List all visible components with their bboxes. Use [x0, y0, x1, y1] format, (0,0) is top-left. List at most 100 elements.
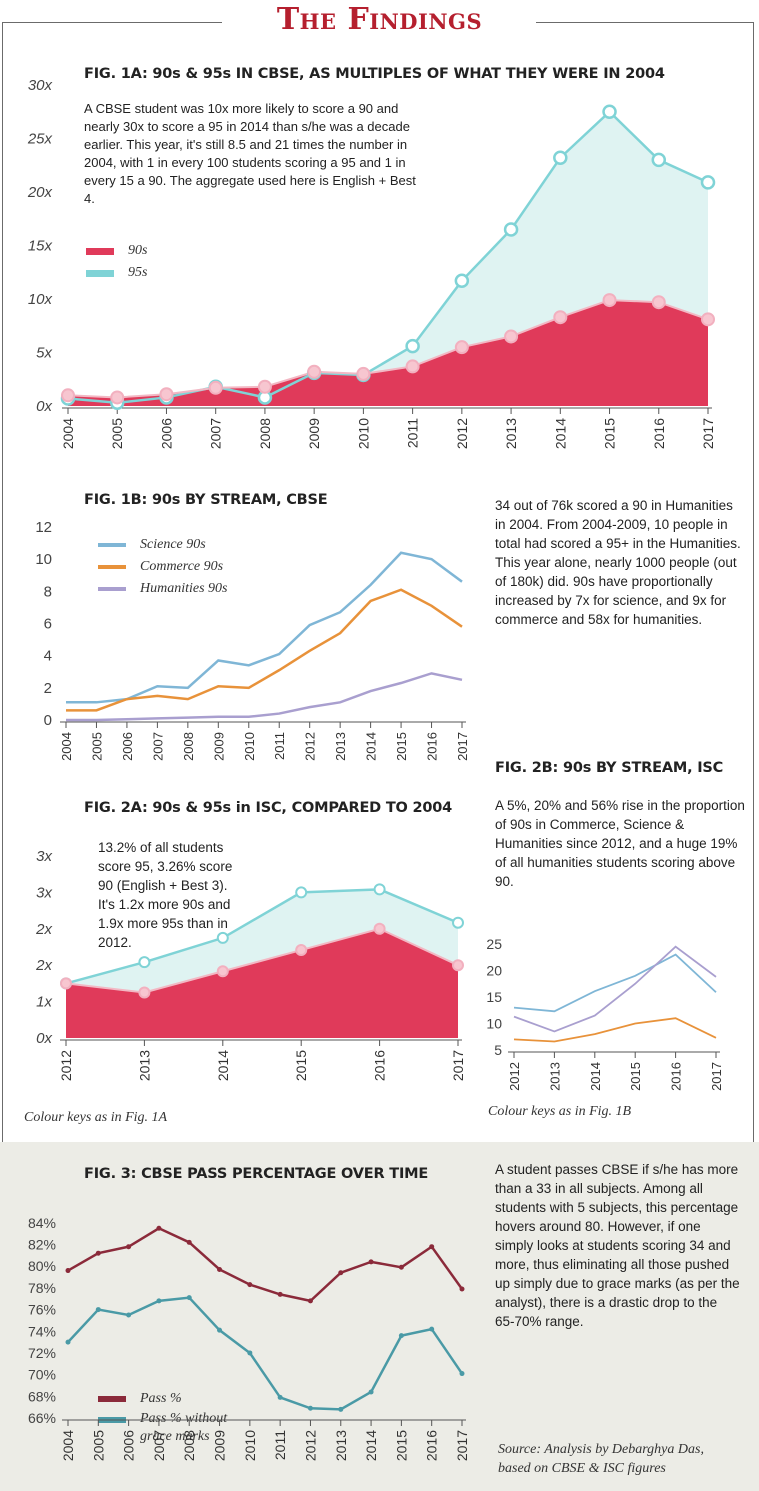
- x-tick-label: 2015: [293, 1050, 309, 1081]
- point-90s: [701, 312, 715, 327]
- point-pass: [459, 1286, 465, 1292]
- x-tick-label: 2007: [151, 1430, 167, 1461]
- fig1b-side-text: 34 out of 76k scored a 90 in Humanities …: [495, 498, 741, 627]
- fig2b-text: A 5%, 20% and 56% rise in the proportion…: [495, 798, 745, 889]
- point-pass-no-grace: [277, 1394, 283, 1400]
- x-tick-label: 2012: [302, 1430, 318, 1461]
- x-tick-label: 2016: [372, 1050, 388, 1081]
- y-tick-label: 5: [494, 1042, 502, 1058]
- x-tick-label: 2017: [450, 1050, 466, 1081]
- point-pass: [217, 1266, 223, 1272]
- x-tick-label: 2009: [211, 732, 226, 761]
- point-pass: [368, 1259, 374, 1265]
- legend-label: Commerce 90s: [140, 559, 224, 574]
- y-tick-label: 0: [44, 712, 52, 729]
- x-tick-label: 2011: [272, 732, 287, 760]
- point-90s: [553, 310, 568, 325]
- y-tick-label: 10x: [28, 291, 53, 308]
- point-90s: [216, 965, 229, 978]
- x-tick-label: 2014: [215, 1050, 231, 1081]
- point-90s: [295, 944, 308, 957]
- point-pass-no-grace: [95, 1307, 101, 1313]
- point-95s: [503, 222, 519, 237]
- fig3-chart: 66% 68% 70% 72% 74% 76% 78% 80% 82% 84% 2004 2005 20…: [28, 1215, 470, 1461]
- point-95s: [216, 931, 229, 944]
- point-90s: [602, 293, 617, 308]
- legend-label: Pass % without grace marks: [140, 1411, 228, 1444]
- point-90s: [405, 359, 420, 374]
- x-tick-label: 2012: [58, 1050, 74, 1081]
- x-tick-label: 2008: [181, 1430, 197, 1461]
- y-tick-label: 30x: [28, 77, 53, 94]
- point-pass: [307, 1298, 313, 1304]
- main-title: The Findings: [276, 2, 483, 37]
- line-95s: [67, 110, 709, 405]
- x-tick-label: 2010: [242, 1430, 258, 1461]
- x-tick-label: 2016: [651, 418, 667, 449]
- y-tick-label: 20x: [27, 184, 53, 201]
- line-humanities: [513, 945, 717, 1033]
- legend-label: 90s: [128, 243, 148, 258]
- x-tick-label: 2012: [454, 418, 470, 449]
- y-tick-label: 3x: [36, 884, 52, 901]
- legend-swatch-red: [86, 247, 114, 255]
- y-tick-label: 2x: [35, 921, 52, 938]
- y-tick-label: 5x: [36, 345, 52, 362]
- x-tick-label: 2017: [454, 1430, 470, 1461]
- point-pass-no-grace: [459, 1371, 465, 1377]
- x-tick-label: 2015: [628, 1062, 643, 1091]
- y-tick-label: 8: [44, 583, 52, 600]
- point-95s: [452, 916, 464, 929]
- x-tick-label: 2013: [333, 1430, 349, 1461]
- legend-swatch-commerce: [98, 565, 126, 569]
- fig1a-chart: 0x 5x 10x 15x 20x 25x 30x 2004 2005 2006 2007 2008 2…: [27, 77, 716, 449]
- x-tick-label: 2010: [242, 732, 257, 761]
- point-95s: [700, 175, 716, 190]
- x-tick-label: 2004: [60, 418, 76, 449]
- x-tick-label: 2015: [393, 1430, 409, 1461]
- x-tick-label: 2017: [455, 732, 470, 761]
- fig2b-chart: 5 10 15 20 25 2012 2013 2014 2015 2016 2017: [486, 936, 724, 1091]
- line-humanities: [66, 672, 463, 722]
- point-90s: [138, 986, 151, 999]
- legend-item-90s: 90s: [86, 240, 147, 262]
- point-pass-no-grace: [429, 1326, 435, 1332]
- line-pass-no-grace: [67, 1296, 464, 1411]
- y-tick-label: 15x: [28, 238, 53, 255]
- legend-label: Pass %: [140, 1391, 182, 1406]
- y-tick-label: 2x: [35, 957, 52, 974]
- point-pass-no-grace: [398, 1333, 404, 1339]
- y-tick-label: 1x: [36, 994, 52, 1011]
- x-tick-label: 2013: [136, 1050, 152, 1081]
- point-90s: [454, 340, 469, 355]
- point-90s: [504, 329, 519, 344]
- point-95s: [373, 883, 386, 896]
- point-pass-no-grace: [217, 1327, 223, 1333]
- point-pass-no-grace: [247, 1350, 253, 1356]
- x-tick-label: 2014: [588, 1062, 603, 1091]
- legend-item-commerce: Commerce 90s: [98, 556, 228, 578]
- point-pass: [247, 1282, 253, 1288]
- point-pass-no-grace: [156, 1298, 162, 1304]
- fig2a-chart: 0x 1x 2x 2x 3x 3x 2012 2013 2014 2015 2016 2017: [35, 848, 466, 1081]
- fig3-side-text: A student passes CBSE if s/he has more t…: [495, 1162, 740, 1329]
- line-commerce: [513, 1017, 717, 1043]
- point-90s: [61, 388, 75, 403]
- point-pass: [398, 1264, 404, 1270]
- y-tick-label: 15: [486, 989, 502, 1005]
- legend-label: 95s: [128, 265, 148, 280]
- line-science: [513, 953, 717, 1013]
- x-tick-label: 2017: [700, 418, 716, 449]
- x-tick-label: 2014: [364, 732, 379, 761]
- title-backdrop: [222, 6, 536, 42]
- x-tick-label: 2005: [109, 418, 125, 449]
- point-pass: [429, 1244, 435, 1250]
- point-pass-no-grace: [368, 1389, 374, 1395]
- point-90s: [110, 390, 125, 405]
- y-tick-label: 12: [35, 519, 52, 536]
- point-95s: [405, 338, 420, 354]
- x-tick-label: 2013: [547, 1062, 562, 1091]
- fig1b-chart: 0 2 4 6 8 10 12 2004 2005 2006 2007 2008 2009 2010 201…: [35, 519, 470, 761]
- point-95s: [295, 886, 308, 899]
- fig3-background: [0, 1142, 759, 1491]
